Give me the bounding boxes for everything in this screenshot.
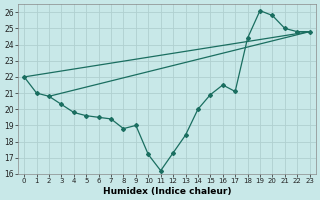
- X-axis label: Humidex (Indice chaleur): Humidex (Indice chaleur): [103, 187, 231, 196]
